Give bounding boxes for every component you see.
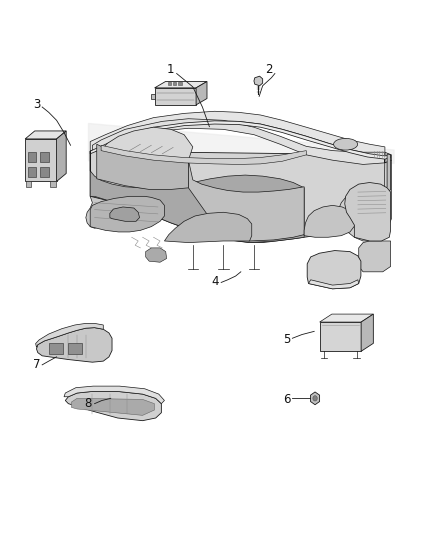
Polygon shape [97,144,188,189]
Text: 8: 8 [85,397,92,410]
Polygon shape [90,196,164,232]
Bar [49,343,63,354]
Bar [68,343,82,354]
Polygon shape [25,139,57,181]
Bar [28,152,36,163]
Polygon shape [71,398,154,415]
Polygon shape [35,324,103,348]
Polygon shape [304,205,355,237]
Circle shape [313,395,317,401]
Bar [178,82,182,85]
Bar [173,82,177,85]
Text: 6: 6 [283,393,290,406]
Polygon shape [36,328,112,362]
Bar [168,82,171,85]
Polygon shape [90,151,391,243]
Polygon shape [376,154,391,209]
Polygon shape [25,131,66,139]
Bar [50,181,56,187]
Text: 5: 5 [283,333,290,346]
Polygon shape [92,119,392,165]
Polygon shape [320,322,361,351]
Polygon shape [188,160,304,241]
Ellipse shape [334,139,357,150]
Text: 3: 3 [33,98,40,111]
Text: 2: 2 [265,63,273,76]
Polygon shape [101,127,193,160]
Polygon shape [155,82,207,88]
Polygon shape [90,121,391,159]
Polygon shape [308,280,359,289]
Text: 4: 4 [212,275,219,288]
Polygon shape [155,88,196,105]
Polygon shape [196,82,207,105]
Polygon shape [337,152,392,241]
Polygon shape [254,76,263,86]
Polygon shape [101,146,306,165]
Polygon shape [311,392,320,405]
Bar [26,181,31,187]
Text: 7: 7 [33,358,40,372]
Polygon shape [164,212,252,243]
Polygon shape [151,94,155,99]
Bar [40,166,49,177]
Polygon shape [307,251,361,289]
Polygon shape [320,314,373,322]
Text: 1: 1 [166,63,174,76]
Polygon shape [57,131,66,181]
Polygon shape [110,207,140,221]
Polygon shape [90,151,304,243]
Polygon shape [361,314,373,351]
Polygon shape [345,182,391,241]
Polygon shape [65,391,161,421]
Bar [40,152,49,163]
Polygon shape [86,196,117,228]
Polygon shape [64,386,164,403]
Bar [28,166,36,177]
Polygon shape [359,241,391,272]
Polygon shape [90,111,385,156]
Polygon shape [146,248,166,262]
